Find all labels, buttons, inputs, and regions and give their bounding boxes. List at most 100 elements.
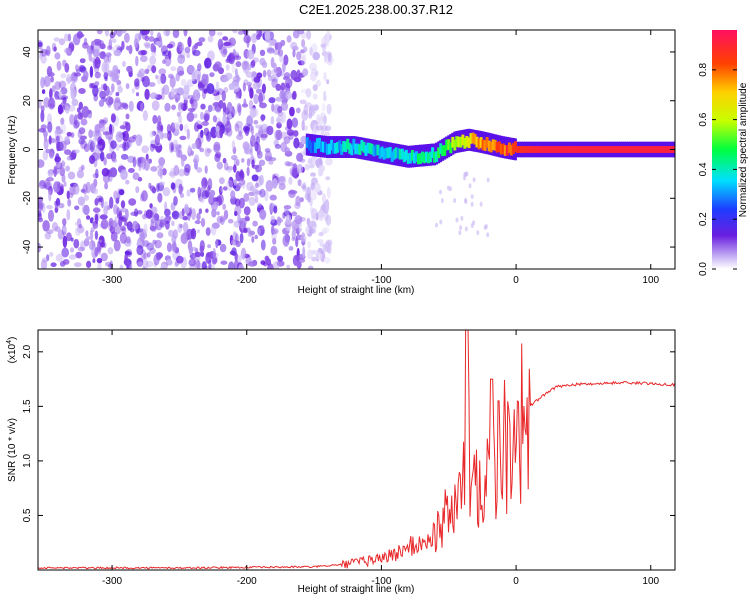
noise-speckle (51, 42, 57, 52)
y-tick-label: 0 (22, 146, 33, 152)
noise-speckle (89, 230, 94, 241)
noise-speckle (301, 110, 309, 121)
noise-speckle (53, 166, 57, 178)
noise-speckle (95, 168, 99, 179)
noise-speckle (162, 59, 166, 65)
noise-speckle (192, 89, 201, 102)
noise-speckle (146, 252, 151, 258)
noise-speckle (232, 109, 237, 115)
noise-speckle (312, 51, 321, 61)
noise-speckle (197, 186, 202, 198)
x-tick-label: 0 (513, 576, 519, 587)
noise-speckle (55, 253, 64, 262)
noise-speckle (38, 242, 42, 253)
noise-speckle (145, 153, 149, 161)
noise-speckle (161, 92, 165, 101)
ridge-core (657, 146, 661, 153)
noise-speckle (55, 197, 61, 206)
noise-speckle (66, 131, 72, 137)
noise-speckle (54, 91, 60, 100)
noise-speckle (249, 230, 255, 236)
noise-speckle (222, 36, 229, 41)
ridge-core (449, 142, 453, 154)
noise-speckle (133, 38, 139, 48)
ridge-core (443, 145, 447, 156)
noise-speckle (157, 168, 164, 177)
noise-speckle (242, 61, 248, 70)
noise-speckle (94, 81, 100, 86)
noise-speckle (54, 128, 61, 135)
noise-speckle (58, 90, 63, 99)
noise-speckle (214, 153, 221, 163)
noise-speckle (216, 211, 220, 216)
noise-speckle (440, 198, 444, 204)
ridge-core (503, 145, 507, 156)
noise-speckle (172, 139, 179, 149)
ridge-core (364, 145, 368, 156)
ridge-core (408, 152, 412, 164)
noise-speckle (125, 113, 130, 120)
ridge-core (354, 143, 358, 155)
ridge-core (511, 143, 515, 154)
noise-speckle (54, 226, 61, 232)
noise-speckle (203, 88, 208, 94)
ridge-core (455, 136, 459, 147)
ridge-core (619, 146, 622, 153)
noise-speckle (233, 164, 237, 173)
noise-speckle (136, 228, 144, 233)
ridge-core (485, 137, 489, 148)
ridge-core (322, 141, 325, 153)
colorbar: 0.0 0.2 0.4 0.6 0.8 Normalized spectral ampl… (698, 30, 749, 276)
noise-speckle (460, 215, 464, 221)
noise-speckle (136, 157, 141, 167)
noise-speckle (232, 30, 238, 34)
ridge-core (402, 151, 406, 163)
noise-speckle (97, 136, 103, 146)
ridge-core (625, 146, 628, 153)
noise-speckle (213, 201, 220, 207)
noise-speckle (156, 232, 164, 239)
noise-speckle (104, 76, 108, 82)
noise-speckle (121, 40, 125, 51)
ridge-core (384, 147, 388, 159)
noise-speckle (190, 228, 197, 240)
noise-speckle (174, 88, 179, 94)
ridge-core (515, 146, 519, 153)
noise-speckle (42, 184, 47, 189)
noise-speckle (238, 264, 245, 269)
noise-speckle (38, 52, 43, 60)
noise-speckle (45, 45, 51, 57)
ridge-core (342, 141, 346, 152)
ridge-core (635, 146, 639, 153)
noise-speckle (107, 263, 113, 269)
ridge-core (388, 146, 392, 158)
noise-speckle (43, 75, 51, 87)
noise-speckle (179, 123, 184, 131)
noise-speckle (276, 122, 282, 129)
ridge-core (522, 146, 525, 153)
noise-speckle (194, 220, 201, 225)
noise-speckle (38, 99, 42, 109)
noise-speckle (252, 188, 259, 198)
noise-speckle (150, 30, 154, 36)
ridge-core (616, 146, 620, 153)
noise-speckle (308, 104, 316, 117)
noise-speckle (80, 135, 87, 140)
noise-speckle (119, 232, 127, 244)
noise-speckle (111, 220, 118, 228)
noise-speckle (42, 220, 50, 232)
ridge-core (439, 143, 443, 154)
noise-speckle (100, 252, 108, 262)
noise-speckle (216, 31, 223, 36)
ridge-core (471, 132, 475, 144)
noise-speckle (128, 44, 133, 55)
ridge-core (546, 146, 550, 153)
noise-speckle (111, 46, 116, 52)
noise-speckle (301, 232, 306, 238)
ridge-core (528, 146, 532, 153)
noise-speckle (142, 240, 150, 247)
noise-speckle (96, 195, 103, 200)
noise-speckle (46, 177, 54, 182)
ridge-core (580, 146, 584, 153)
noise-speckle (134, 208, 139, 217)
